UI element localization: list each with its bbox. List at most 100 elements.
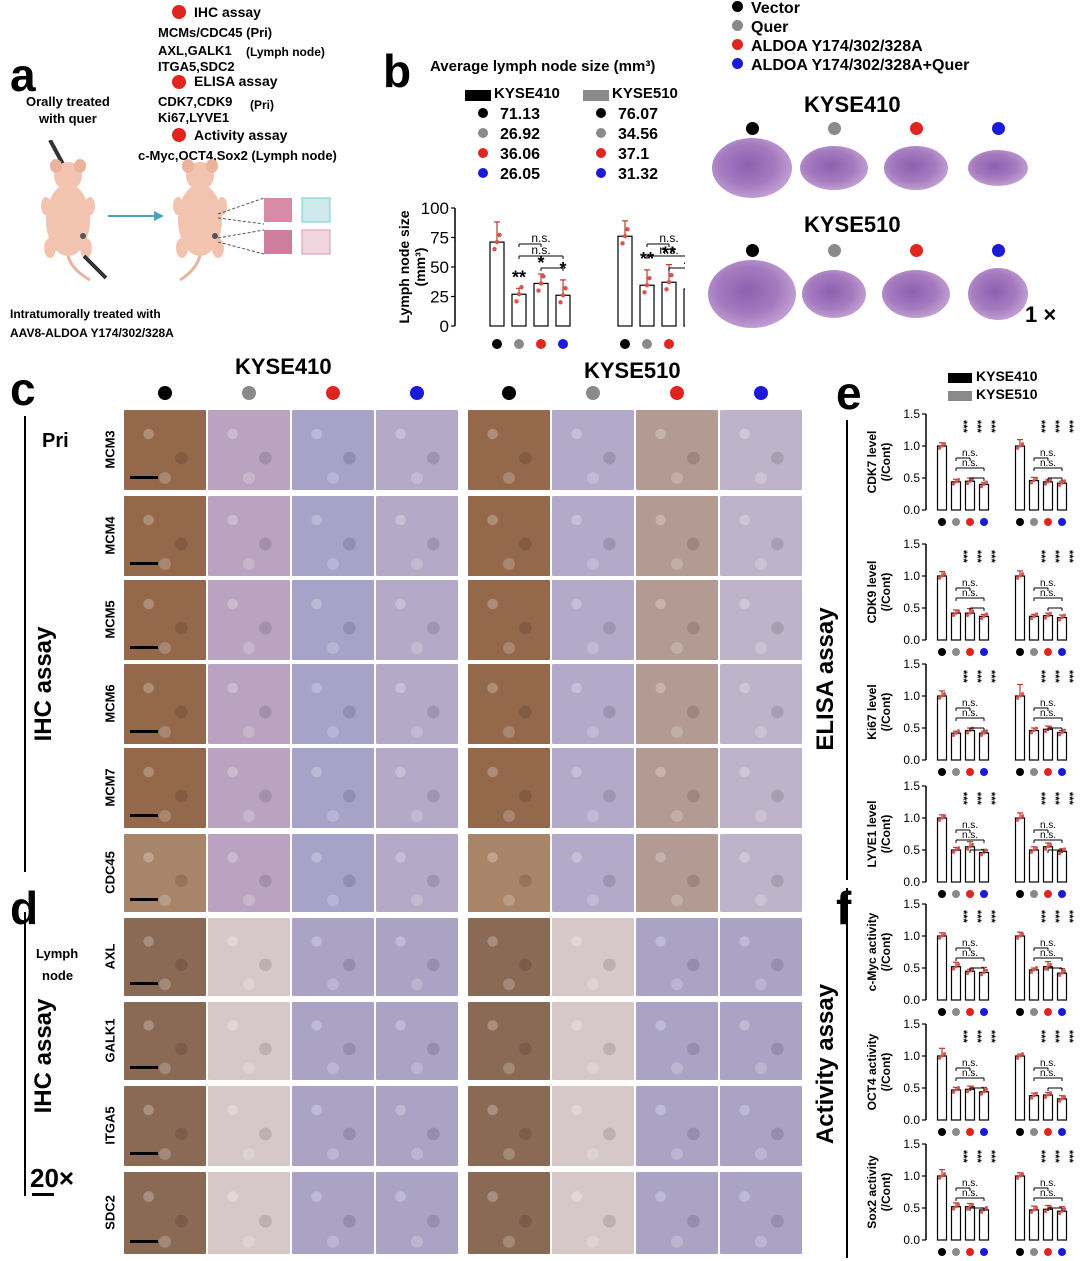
data-point: [1015, 446, 1020, 450]
ihc-tile: [468, 496, 550, 576]
data-point: [558, 300, 563, 305]
bar: [936, 695, 948, 761]
bar: [1042, 481, 1054, 511]
data-point: [669, 272, 674, 278]
bar: [964, 612, 976, 641]
ihc-tile: [720, 1086, 802, 1166]
ihc-group-dot: [670, 386, 684, 400]
data-point: [968, 611, 972, 615]
data-point: [984, 968, 989, 972]
data-point: [942, 572, 947, 576]
orally-treated-label: Orally treated with quer: [26, 94, 110, 126]
data-point: [1018, 1054, 1022, 1058]
bar: [683, 288, 685, 327]
bar: [936, 575, 948, 641]
category-dot: [664, 339, 674, 349]
ns-label: n.s.: [1040, 578, 1056, 589]
y-tick-label: 0.5: [903, 471, 920, 485]
significance-mark: ***: [971, 792, 983, 806]
bar: [964, 729, 976, 761]
y-tick-label: 0.5: [903, 1201, 920, 1215]
bar: [978, 851, 990, 883]
he-group-dot: [828, 122, 841, 135]
data-point: [956, 1202, 961, 1207]
data-point: [1020, 572, 1025, 576]
category-dot: [952, 890, 960, 898]
category-dot: [966, 1008, 974, 1016]
average-value-text: 26.92: [500, 126, 541, 143]
ihc-tile: [468, 410, 550, 490]
ihc-group-dot: [326, 386, 340, 400]
y-tick-label: 0.5: [903, 843, 920, 857]
average-value: 26.92: [478, 126, 540, 144]
bar: [1014, 817, 1026, 883]
category-dot: [980, 890, 988, 898]
y-tick-label: 0.0: [903, 633, 920, 647]
he-tissue-section: [712, 138, 792, 198]
average-value-text: 31.32: [618, 166, 659, 183]
data-point: [642, 290, 647, 295]
data-point: [1034, 476, 1039, 480]
data-point: [979, 617, 984, 621]
category-dot: [1016, 1248, 1024, 1256]
panel-label-f: f: [836, 882, 852, 934]
he-tissue-section: [882, 270, 950, 318]
ns-label: n.s.: [1040, 708, 1056, 719]
ns-label: n.s.: [1040, 588, 1056, 599]
data-point: [1062, 847, 1067, 851]
data-point: [1062, 728, 1067, 732]
average-value-text: 71.13: [500, 106, 541, 123]
category-dot: [1030, 1128, 1038, 1136]
significance-mark: ***: [985, 1030, 997, 1044]
ihc-tile: [208, 496, 290, 576]
significance-mark: **: [512, 267, 526, 287]
data-point: [1015, 936, 1020, 940]
legend-label: Quer: [751, 19, 789, 36]
category-dot: [952, 768, 960, 776]
significance-mark: ***: [1035, 550, 1047, 564]
data-point: [494, 239, 500, 245]
ihc-marker-label: MCM5: [102, 600, 118, 639]
ihc-tile: [124, 834, 206, 912]
ns-label: n.s.: [962, 698, 978, 709]
data-point: [1057, 973, 1062, 978]
ihc-group-dot: [242, 386, 256, 400]
category-dot: [1058, 1128, 1066, 1136]
ihc-tile: [552, 1172, 634, 1254]
category-dot: [980, 768, 988, 776]
y-axis-label: (/Cont): [879, 1053, 893, 1092]
data-point: [979, 485, 984, 489]
average-value-text: 36.06: [500, 146, 541, 163]
significance-mark: ***: [1035, 420, 1047, 434]
he-tissue-section: [884, 146, 948, 190]
data-point: [1020, 692, 1025, 696]
data-point: [1043, 1095, 1048, 1099]
ihc-tile: [636, 1172, 718, 1254]
e-kyse510-label: KYSE510: [976, 386, 1038, 402]
bar: [1028, 1209, 1040, 1241]
ihc-marker-label: AXL: [102, 943, 118, 970]
data-point: [951, 482, 956, 486]
panel-label-c: c: [10, 363, 36, 415]
data-point: [1034, 846, 1039, 850]
significance-mark: ***: [1049, 550, 1061, 564]
ihc-tile: [552, 1002, 634, 1080]
legend-dot: [732, 20, 743, 31]
y-tick-label: 1.5: [903, 1137, 920, 1151]
data-point: [984, 612, 989, 616]
bar: [964, 970, 976, 1001]
category-dot: [1058, 890, 1066, 898]
bar: [950, 849, 962, 883]
mouse-right-icon: [173, 159, 227, 282]
significance-mark: ***: [1035, 910, 1047, 924]
data-point: [664, 287, 669, 292]
legend-item: ALDOA Y174/302/328A: [732, 38, 923, 56]
ihc-tile: [468, 748, 550, 828]
data-point: [563, 285, 568, 291]
data-point: [940, 1054, 944, 1058]
ihc-tile: [720, 580, 802, 660]
data-point: [1060, 730, 1064, 735]
ihc-kyse410-title: KYSE410: [235, 354, 332, 379]
ihc-tile: [468, 834, 550, 912]
